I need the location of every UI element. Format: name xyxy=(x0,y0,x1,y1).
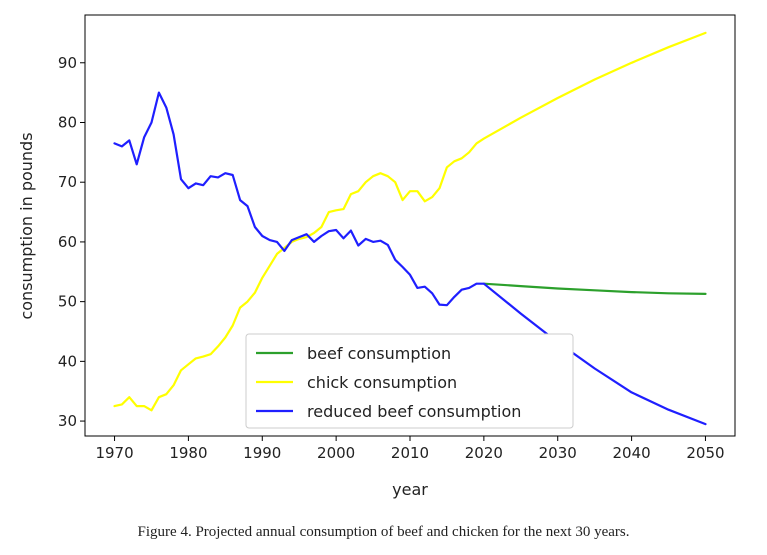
x-tick-label: 2020 xyxy=(465,444,503,462)
x-tick-label: 1990 xyxy=(243,444,281,462)
legend-label: reduced beef consumption xyxy=(307,402,521,421)
y-tick-label: 60 xyxy=(58,233,77,251)
chart: 1970 1980 1990 2000 2010 2020 2030 2040 2050 30 40… xyxy=(17,14,736,499)
x-tick-label: 2030 xyxy=(539,444,577,462)
legend-label: beef consumption xyxy=(307,344,451,363)
chick-consumption-line xyxy=(113,31,707,412)
y-tick-label: 30 xyxy=(58,412,77,430)
series-lines xyxy=(113,31,707,426)
x-tick-label: 2040 xyxy=(612,444,650,462)
x-tick-label: 2050 xyxy=(686,444,724,462)
legend-box xyxy=(245,333,574,429)
y-tick-label: 80 xyxy=(58,113,77,131)
beef-consumption-line xyxy=(482,282,707,295)
y-tick-label: 90 xyxy=(58,54,77,72)
figure-caption: Figure 4. Projected annual consumption o… xyxy=(137,524,630,540)
x-tick-label: 1970 xyxy=(95,444,133,462)
x-tick-label: 2000 xyxy=(317,444,355,462)
y-axis-label: consumption in pounds xyxy=(17,132,36,319)
y-tick-label: 50 xyxy=(58,293,77,311)
y-tick-label: 70 xyxy=(58,173,77,191)
legend: beef consumption chick consumption reduced… xyxy=(245,333,574,429)
x-tick-label: 2010 xyxy=(391,444,429,462)
legend-label: chick consumption xyxy=(307,373,457,392)
axis-ticks: 1970 1980 1990 2000 2010 2020 2030 2040 2050 30 40… xyxy=(58,54,725,462)
y-tick-label: 40 xyxy=(58,352,77,370)
reduced-beef-consumption-line xyxy=(113,91,707,426)
x-tick-label: 1980 xyxy=(169,444,207,462)
x-axis-label: year xyxy=(392,480,428,499)
